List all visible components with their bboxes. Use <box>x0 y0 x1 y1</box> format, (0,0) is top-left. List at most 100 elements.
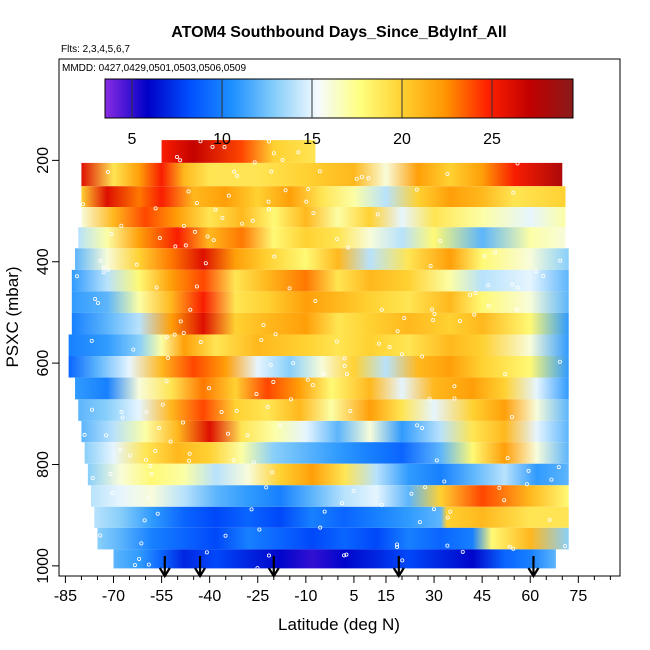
heatmap-band <box>91 485 569 507</box>
sample-marker <box>511 546 516 551</box>
sample-marker <box>156 425 161 430</box>
sample-marker <box>74 274 79 279</box>
sample-marker <box>142 518 147 523</box>
sample-marker <box>264 485 269 490</box>
sample-marker <box>255 566 260 571</box>
x-tick-label: -40 <box>198 588 221 605</box>
sample-marker <box>557 359 562 364</box>
sample-marker <box>509 415 514 420</box>
sample-marker <box>272 254 277 259</box>
sample-marker <box>269 169 274 174</box>
sample-marker <box>168 439 173 444</box>
sample-marker <box>198 139 203 144</box>
x-tick-label: -55 <box>150 588 173 605</box>
sample-marker <box>109 231 114 236</box>
sample-marker <box>376 341 381 346</box>
sample-marker <box>493 250 498 255</box>
sample-marker <box>131 347 136 352</box>
sample-marker <box>409 491 414 496</box>
sample-marker <box>101 270 106 275</box>
colorbar-tick-label: 5 <box>128 131 137 148</box>
heatmap-band <box>81 420 569 443</box>
sample-marker <box>231 458 236 463</box>
sample-marker <box>348 408 353 413</box>
x-axis: -85 -70 -55 -40 -25 -10 5 15 30 45 60 75 <box>54 576 611 605</box>
sample-marker <box>220 215 225 220</box>
sample-marker <box>144 457 149 462</box>
y-tick-label: 800 <box>35 451 52 478</box>
sample-marker <box>250 218 255 223</box>
sample-marker <box>438 239 443 244</box>
sample-marker <box>271 379 276 384</box>
sample-marker <box>266 139 271 144</box>
heatmap-band <box>97 527 569 550</box>
sample-marker <box>317 169 322 174</box>
sample-marker <box>120 415 125 420</box>
sample-marker <box>166 355 171 360</box>
sample-marker <box>128 453 133 458</box>
heatmap-band <box>94 506 569 528</box>
sample-marker <box>155 511 160 516</box>
sample-marker <box>213 207 218 212</box>
sample-marker <box>192 229 197 234</box>
sample-marker <box>157 236 162 241</box>
sample-marker <box>181 330 186 335</box>
sample-marker <box>153 206 158 211</box>
heatmap-band <box>71 269 569 292</box>
sample-marker <box>434 458 439 463</box>
x-tick-label: 15 <box>377 588 395 605</box>
sample-marker <box>232 169 237 174</box>
y-tick-label: 1000 <box>35 548 52 584</box>
sample-marker <box>251 460 256 465</box>
sample-marker <box>146 495 151 500</box>
sample-marker <box>226 193 231 198</box>
sample-marker <box>139 541 144 546</box>
sample-marker <box>445 515 450 520</box>
sample-markers <box>74 139 567 571</box>
heatmap-band <box>71 312 569 335</box>
sample-marker <box>271 151 276 156</box>
x-tick-label: 60 <box>521 588 539 605</box>
sample-marker <box>144 409 149 414</box>
sample-marker <box>511 190 516 195</box>
heatmap-band <box>87 463 569 486</box>
sample-marker <box>90 476 95 481</box>
heatmap-band <box>81 207 566 228</box>
colorbar-tick-label: 25 <box>483 131 501 148</box>
sample-marker <box>172 332 177 337</box>
sample-marker <box>473 291 478 296</box>
sample-marker <box>205 234 210 239</box>
sample-marker <box>219 409 224 414</box>
sample-marker <box>305 377 310 382</box>
heatmap-band <box>75 377 569 400</box>
sample-marker <box>110 491 115 496</box>
sample-marker <box>334 339 339 344</box>
sample-marker <box>342 553 347 558</box>
sample-marker <box>505 456 510 461</box>
sample-marker <box>414 187 419 192</box>
sample-marker <box>81 202 86 207</box>
sample-marker <box>119 410 124 415</box>
sample-marker <box>173 244 178 249</box>
sample-marker <box>359 174 364 179</box>
sample-marker <box>304 199 309 204</box>
sample-marker <box>526 468 531 473</box>
sample-marker <box>468 292 473 297</box>
sample-marker <box>203 261 208 266</box>
x-tick-label: -10 <box>294 588 317 605</box>
sample-marker <box>268 362 273 367</box>
sample-marker <box>270 470 275 475</box>
sample-marker <box>395 542 400 547</box>
flights-label: Flts: 2,3,4,5,6,7 <box>61 44 130 55</box>
sample-marker <box>339 501 344 506</box>
heatmap-band <box>78 227 566 249</box>
sample-marker <box>283 188 288 193</box>
sample-marker <box>207 386 212 391</box>
sample-marker <box>259 337 264 342</box>
y-tick-label: 400 <box>35 248 52 275</box>
sample-marker <box>415 423 420 428</box>
x-tick-label: 45 <box>473 588 491 605</box>
sample-marker <box>132 563 137 568</box>
sample-marker <box>240 221 245 226</box>
